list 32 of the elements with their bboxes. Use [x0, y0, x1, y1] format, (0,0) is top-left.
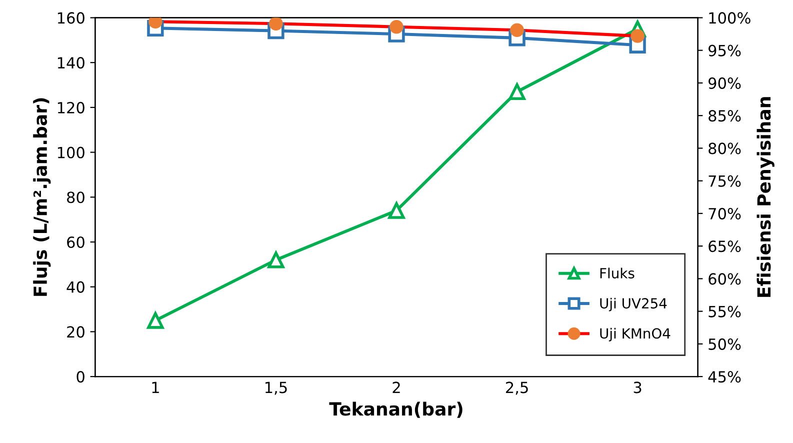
x-axis-title: Tekanan(bar): [329, 402, 462, 418]
y2-tick-label: 70%: [708, 208, 741, 220]
legend-label: Uji UV254: [600, 298, 667, 312]
y2-tick-label: 45%: [708, 371, 741, 383]
x-tick-label: 2: [392, 382, 400, 394]
y2-tick-label: 85%: [708, 110, 741, 122]
y-tick-label: 120: [58, 102, 84, 114]
y2-tick-label: 50%: [708, 338, 741, 350]
x-tick-label: 1: [152, 382, 159, 394]
y-tick-label: 100: [58, 146, 84, 158]
y2-tick-label: 90%: [708, 77, 741, 89]
legend-label: Fluks: [600, 268, 634, 278]
y2-tick-label: 75%: [708, 175, 741, 187]
y2-tick-label: 65%: [708, 240, 741, 252]
y2-tick-label: 60%: [708, 273, 741, 285]
y2-tick-label: 95%: [708, 44, 741, 56]
y2-axis-title: Efisiensi Penyisihan: [756, 97, 774, 297]
x-tick-label: 3: [634, 382, 642, 394]
y-tick-label: 140: [58, 57, 84, 69]
y-axis-title: Flujs (L/m².jam.bar): [33, 98, 51, 296]
y-tick-label: 20: [67, 326, 84, 338]
y-tick-label: 60: [67, 236, 84, 248]
x-tick-label: 1,5: [265, 382, 287, 395]
y2-tick-label: 100%: [709, 12, 750, 24]
y-tick-label: 0: [76, 371, 84, 383]
y2-tick-label: 80%: [708, 142, 741, 154]
y-tick-label: 80: [67, 192, 84, 204]
y-tick-label: 160: [58, 12, 84, 24]
y2-tick-label: 55%: [708, 306, 741, 318]
legend-label: Uji KMnO4: [600, 328, 670, 342]
y-tick-label: 40: [66, 281, 84, 293]
x-tick-label: 2,5: [506, 382, 528, 395]
